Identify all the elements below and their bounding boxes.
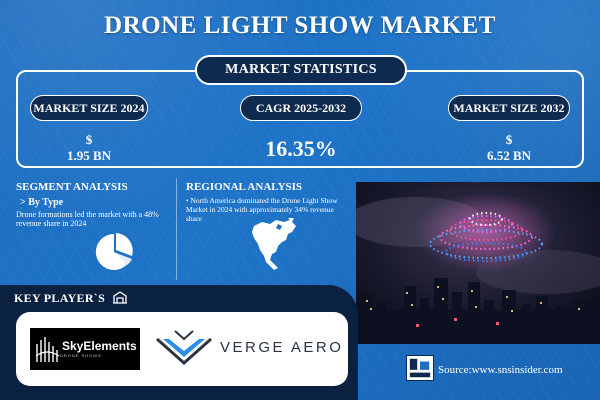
pie-chart-icon [95,233,133,270]
segment-analysis-title: SEGMENT ANALYSIS [16,181,128,193]
drone-show-photo [356,182,600,344]
key-players-title: KEY PLAYER`S [14,291,106,305]
page-title: DRONE LIGHT SHOW MARKET [104,12,496,39]
skyelements-mark-icon [35,337,60,362]
market-size-2032-currency: $ [505,132,513,147]
segment-analysis-text: Drone formations led the market with a 4… [16,210,159,228]
cagr-label: CAGR 2025-2032 [240,95,362,121]
market-size-2024-currency: $ [85,132,93,147]
regional-analysis-text: • North America dominated the Drone Ligh… [186,196,338,223]
market-statistics-heading: MARKET STATISTICS [195,55,407,85]
skyelements-logo: SkyElements DRONE SHOWS [30,328,140,370]
section-divider [176,178,177,280]
verge-aero-name: VERGE AERO [220,339,344,356]
market-size-2024-label: MARKET SIZE 2024 [30,95,148,121]
market-size-2032-amount: 6.52 BN [486,148,532,163]
market-size-2024-value: $ 1.95 BN [30,132,148,164]
skyelements-name: SkyElements [62,339,137,353]
north-america-map-icon [252,218,296,270]
sns-insider-logo [406,355,434,381]
segment-analysis-subtitle: > By Type [20,197,64,208]
source-text: Source:www.snsinsider.com [438,364,563,376]
skyelements-wordmark: SkyElements DRONE SHOWS [60,339,137,359]
skyelements-tagline: DRONE SHOWS [60,353,102,358]
verge-aero-mark-icon [156,330,212,365]
key-players-icon [113,291,127,304]
regional-analysis-title: REGIONAL ANALYSIS [186,181,303,193]
cagr-value: 16.35% [265,136,337,161]
market-size-2024-amount: 1.95 BN [66,148,112,163]
market-size-2032-value: $ 6.52 BN [448,132,570,164]
market-size-2032-label: MARKET SIZE 2032 [448,95,570,121]
